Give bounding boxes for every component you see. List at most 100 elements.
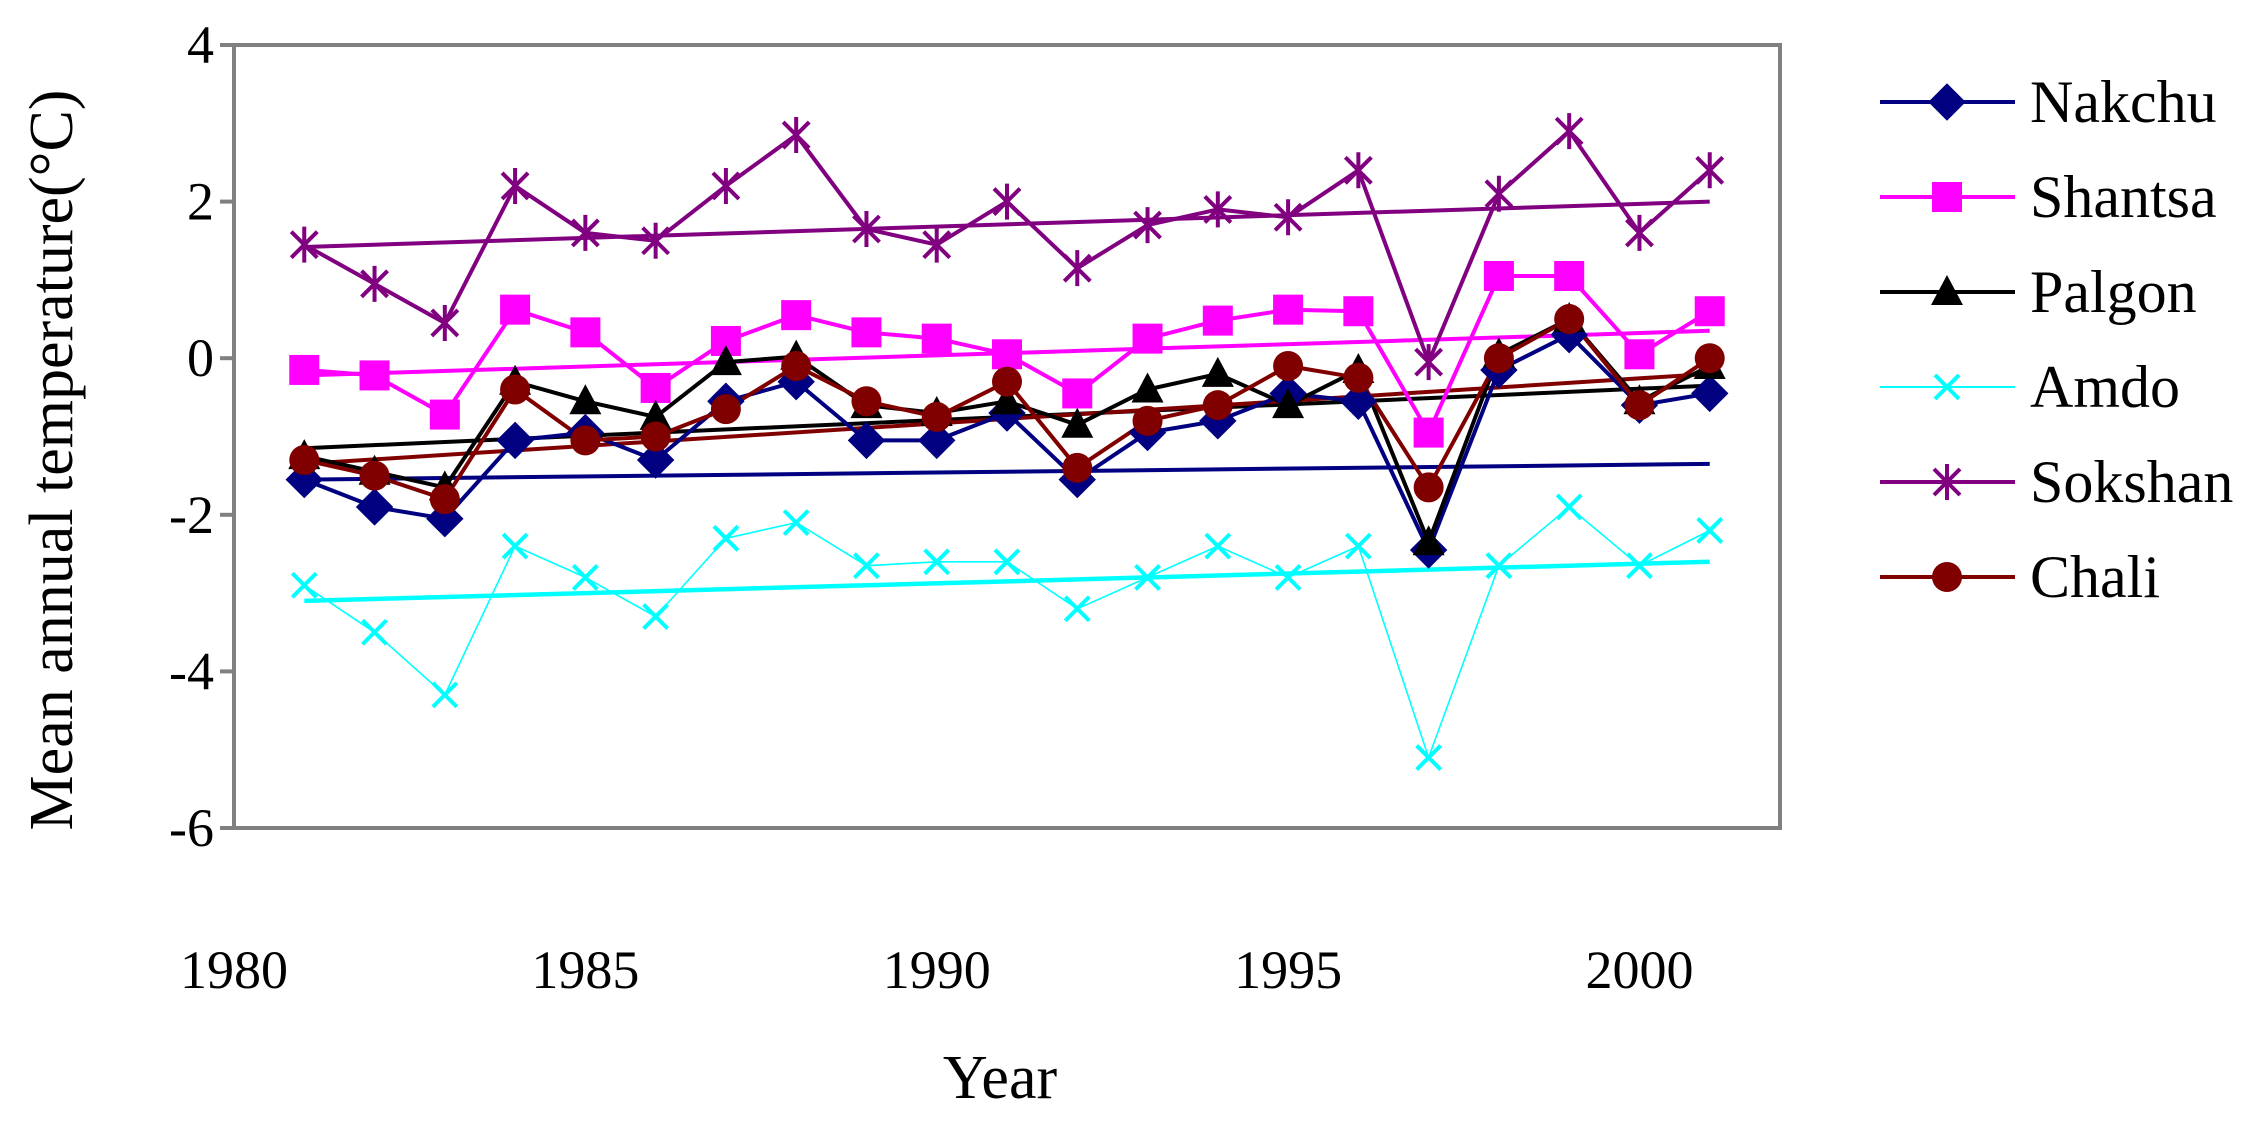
amdo-data-point	[642, 603, 670, 631]
sokshan-data-point	[711, 167, 741, 204]
nakchu-data-point	[847, 421, 886, 460]
x-tick-label: 1995	[1234, 940, 1342, 1000]
palgon-data-point	[1061, 407, 1094, 438]
amdo-data-point	[290, 571, 318, 599]
nakchu-data-point	[355, 488, 394, 526]
shantsa-data-point	[851, 317, 882, 348]
amdo-data-point	[571, 564, 599, 591]
nakchu-data-point	[918, 421, 956, 460]
y-tick-label: 4	[187, 15, 214, 75]
x-tick-label: 1980	[180, 940, 288, 1000]
amdo-data-point	[361, 618, 388, 646]
amdo-data-point	[1204, 532, 1232, 560]
chali-data-point	[1202, 390, 1233, 421]
sokshan-data-point	[1625, 214, 1654, 251]
shantsa-data-point	[359, 360, 390, 391]
sokshan-data-point	[1133, 207, 1162, 244]
shantsa-data-point	[1132, 323, 1163, 354]
nakchu-trend-line	[304, 461, 1710, 482]
sokshan-data-point	[570, 214, 600, 251]
sokshan-data-point	[1554, 113, 1584, 150]
amdo-trend-line	[304, 559, 1710, 604]
y-tick-label: 0	[187, 328, 214, 388]
sokshan-data-point	[360, 265, 389, 302]
chali-data-point	[429, 484, 460, 515]
shantsa-data-point	[921, 323, 952, 354]
y-tick-label: -6	[169, 798, 214, 858]
shantsa-legend-marker	[1932, 182, 1962, 212]
chali-data-point	[1694, 343, 1725, 374]
shantsa-data-point	[429, 399, 460, 430]
nakchu-legend-marker	[1928, 83, 1966, 121]
chali-data-point	[1062, 452, 1093, 483]
palgon-data-point	[639, 399, 672, 430]
chali-data-point	[710, 394, 741, 425]
shantsa-data-point	[1694, 296, 1725, 327]
shantsa-data-point	[570, 317, 601, 348]
shantsa-data-point	[1062, 378, 1093, 409]
chali-data-point	[359, 460, 390, 491]
palgon-data-point	[1201, 356, 1234, 387]
y-axis-title: Mean annual temperature(°C)	[18, 90, 86, 831]
amdo-data-point	[1063, 595, 1091, 623]
nakchu-data-point	[1339, 382, 1378, 420]
y-tick-label: -2	[169, 485, 214, 545]
data-markers	[285, 113, 1729, 771]
sokshan-data-point	[500, 167, 530, 204]
legend: Nakchu Shantsa Palgon Amdo Sokshan Chali	[1880, 69, 2233, 610]
shantsa-data-point	[1273, 294, 1304, 325]
sokshan-data-point	[922, 226, 952, 263]
amdo-data-point	[782, 509, 810, 537]
amdo-data-point	[1134, 564, 1161, 591]
axes: 4 2 0 -2 -4 -6 1980 1985 1990 1995 2000	[169, 15, 1693, 1000]
amdo-data-point	[1626, 552, 1653, 580]
x-tick-label: 1985	[531, 940, 639, 1000]
chali-data-point	[992, 366, 1022, 397]
shantsa-data-point	[500, 294, 531, 325]
sokshan-data-point	[852, 211, 881, 248]
palgon-data-point	[1412, 525, 1445, 556]
shantsa-data-point	[992, 339, 1022, 370]
shantsa-data-point	[1343, 296, 1374, 327]
sokshan-data-point	[992, 183, 1022, 220]
sokshan-data-point	[1343, 152, 1373, 189]
sokshan-data-point	[1695, 152, 1725, 189]
shantsa-data-point	[1624, 339, 1655, 370]
sokshan-data-point	[1414, 344, 1444, 381]
nakchu-data-point	[426, 500, 464, 538]
sokshan-legend-marker	[1932, 464, 1962, 500]
shantsa-data-point	[289, 354, 320, 385]
shantsa-data-point	[1483, 260, 1514, 291]
chali-legend-marker	[1932, 562, 1962, 592]
shantsa-data-point	[1202, 305, 1233, 336]
chali-data-point	[1132, 405, 1163, 436]
shantsa-data-point	[640, 372, 671, 403]
chali-data-point	[1624, 390, 1655, 421]
chali-data-point	[1273, 351, 1304, 382]
palgon-data-point	[1272, 388, 1305, 419]
plot-area	[232, 43, 1782, 830]
chali-data-point	[289, 444, 320, 475]
amdo-data-point	[1696, 517, 1724, 544]
palgon-data-point	[991, 384, 1023, 415]
nakchu-data-point	[496, 421, 534, 460]
amdo-data-point	[1274, 564, 1302, 591]
amdo-data-point	[1344, 532, 1372, 560]
sokshan-trend-line	[304, 199, 1710, 250]
sokshan-data-point	[1484, 175, 1514, 212]
sokshan-legend-label: Sokshan	[2030, 449, 2233, 515]
palgon-legend-label: Palgon	[2030, 259, 2197, 325]
amdo-data-point	[431, 681, 459, 709]
sokshan-data-point	[1203, 191, 1233, 228]
amdo-data-point	[1415, 744, 1443, 771]
shantsa-data-point	[781, 300, 812, 331]
shantsa-data-point	[1554, 260, 1585, 291]
chali-data-point	[1413, 472, 1444, 503]
chali-data-point	[1554, 304, 1585, 335]
amdo-data-point	[1485, 552, 1513, 580]
nakchu-legend-label: Nakchu	[2030, 69, 2217, 135]
nakchu-data-point	[1691, 374, 1729, 413]
nakchu-data-point	[636, 441, 675, 479]
amdo-data-point	[501, 532, 529, 560]
